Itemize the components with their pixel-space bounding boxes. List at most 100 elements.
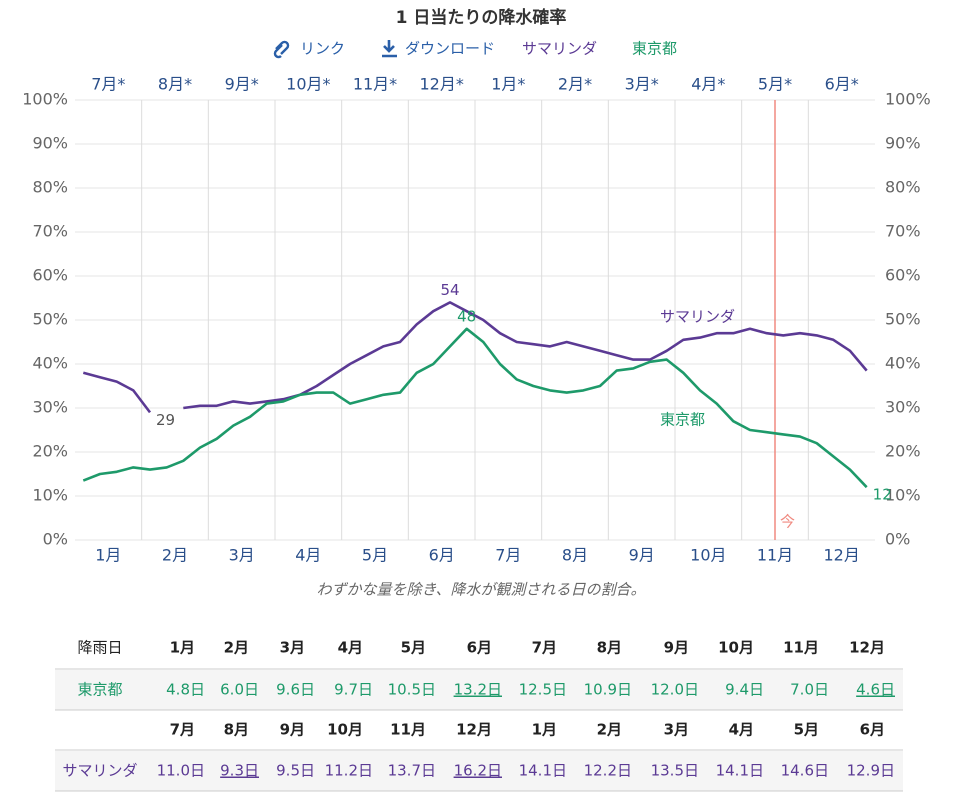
table-row-label: 降雨日 (77, 639, 122, 657)
download-icon (382, 40, 397, 58)
download-text[interactable]: ダウンロード (405, 40, 495, 58)
y2-tick-label: 10% (885, 486, 921, 505)
y-tick-label: 40% (32, 354, 68, 373)
table-header: 9月 (664, 639, 689, 657)
chart-subtitle: わずかな量を除き、降水が観測される日の割合。 (317, 581, 646, 599)
x2-tick-label: 10月* (286, 75, 330, 94)
table-cell: 12.9日 (847, 762, 895, 780)
table-cell: 13.7日 (388, 762, 436, 780)
table-row-bg (55, 670, 903, 710)
table-cell: 12.5日 (519, 681, 567, 699)
table-cell: 12.0日 (651, 681, 699, 699)
series-label: 東京都 (660, 411, 705, 429)
table-header: 10月 (718, 639, 754, 657)
table-cell: 11.0日 (157, 762, 205, 780)
x-tick-label: 12月 (823, 546, 859, 565)
x-tick-label: 7月 (495, 546, 521, 565)
table-header: 11月 (783, 639, 819, 657)
table-header: 8月 (597, 639, 622, 657)
table-header: 6月 (860, 721, 885, 739)
table-cell: 14.1日 (519, 762, 567, 780)
y2-tick-label: 90% (885, 134, 921, 153)
y2-tick-label: 80% (885, 178, 921, 197)
x-tick-label: 9月 (629, 546, 655, 565)
y-tick-label: 70% (32, 222, 68, 241)
table-row-label: 東京都 (77, 681, 122, 699)
y2-tick-label: 30% (885, 398, 921, 417)
table-header: 8月 (224, 721, 249, 739)
table-cell: 6.0日 (220, 681, 259, 699)
table-header: 12月 (849, 639, 885, 657)
link-button[interactable]: リンク (273, 40, 345, 59)
x2-tick-label: 5月* (758, 75, 792, 94)
table-cell: 9.7日 (334, 681, 373, 699)
x2-tick-label: 4月* (691, 75, 725, 94)
y-tick-label: 20% (32, 442, 68, 461)
x-tick-label: 1月 (95, 546, 121, 565)
series-line (82, 327, 868, 489)
table-header: 4月 (729, 721, 754, 739)
table-header: 11月 (390, 721, 426, 739)
y-tick-label: 0% (43, 530, 68, 549)
y2-tick-label: 50% (885, 310, 921, 329)
table-cell: 11.2日 (325, 762, 373, 780)
x-tick-label: 2月 (162, 546, 188, 565)
y-tick-label: 30% (32, 398, 68, 417)
chart-title: 1 日当たりの降水確率 (396, 7, 567, 28)
table-header: 9月 (280, 721, 305, 739)
table-header: 2月 (224, 639, 249, 657)
table-cell: 9.6日 (276, 681, 315, 699)
x-tick-label: 4月 (295, 546, 321, 565)
y-tick-label: 90% (32, 134, 68, 153)
y2-tick-label: 20% (885, 442, 921, 461)
legend-entry[interactable]: 東京都 (632, 40, 677, 58)
y2-tick-label: 60% (885, 266, 921, 285)
link-icon (273, 40, 290, 59)
x2-tick-label: 1月* (491, 75, 525, 94)
table-header: 12月 (456, 721, 492, 739)
table-cell: 4.8日 (166, 681, 205, 699)
data-label: 54 (440, 281, 459, 299)
link-text[interactable]: リンク (300, 40, 345, 58)
table-header: 7月 (532, 639, 557, 657)
table-header: 4月 (338, 639, 363, 657)
table-header: 6月 (467, 639, 492, 657)
table-cell: 13.5日 (651, 762, 699, 780)
table-row-label: サマリンダ (62, 762, 137, 780)
x2-tick-label: 3月* (625, 75, 659, 94)
data-label: 29 (156, 411, 175, 429)
table-cell: 13.2日 (454, 681, 502, 699)
download-button[interactable]: ダウンロード (382, 40, 495, 58)
y2-tick-label: 70% (885, 222, 921, 241)
data-label: 48 (457, 307, 476, 325)
x-tick-label: 5月 (362, 546, 388, 565)
table-cell: 16.2日 (454, 762, 502, 780)
x2-tick-label: 6月* (825, 75, 859, 94)
x2-tick-label: 9月* (225, 75, 259, 94)
table-header: 10月 (327, 721, 363, 739)
table-header: 5月 (401, 639, 426, 657)
table-header: 3月 (664, 721, 689, 739)
legend-entry[interactable]: サマリンダ (522, 40, 597, 58)
x2-tick-label: 11月* (353, 75, 397, 94)
x-tick-label: 11月 (757, 546, 793, 565)
now-label: 今 (780, 513, 795, 531)
y-tick-label: 50% (32, 310, 68, 329)
table-cell: 4.6日 (856, 681, 895, 699)
table-header: 1月 (170, 639, 195, 657)
table-cell: 12.2日 (584, 762, 632, 780)
table-header: 7月 (170, 721, 195, 739)
y2-tick-label: 40% (885, 354, 921, 373)
y-tick-label: 100% (22, 90, 68, 109)
x-tick-label: 3月 (229, 546, 255, 565)
y2-tick-label: 0% (885, 530, 910, 549)
table-cell: 9.4日 (725, 681, 764, 699)
x2-tick-label: 8月* (158, 75, 192, 94)
x-tick-label: 10月 (690, 546, 726, 565)
x-tick-label: 6月 (429, 546, 455, 565)
y2-tick-label: 100% (885, 90, 931, 109)
table-cell: 7.0日 (790, 681, 829, 699)
series-label: サマリンダ (660, 308, 735, 326)
table-header: 3月 (280, 639, 305, 657)
